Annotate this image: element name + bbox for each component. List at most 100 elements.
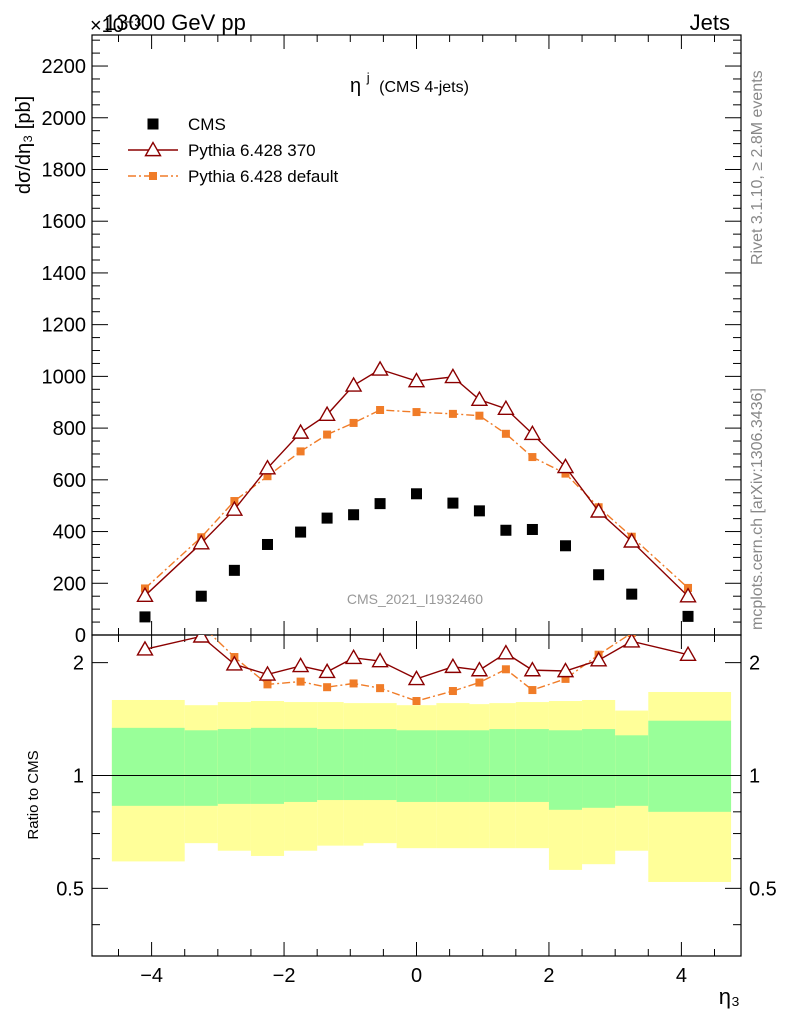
data-point (263, 680, 272, 689)
data-point (291, 423, 310, 439)
x-tick-label: −2 (273, 965, 296, 987)
data-point (141, 622, 149, 630)
x-tick-label: 0 (411, 965, 422, 987)
data-point (296, 677, 305, 686)
series-0 (139, 488, 694, 623)
y-tick-label: 1600 (42, 211, 87, 233)
band-inner-14 (582, 729, 616, 808)
data-point (475, 678, 484, 687)
y-tick-label: 400 (53, 522, 86, 544)
y-tick-label: 1000 (42, 366, 87, 388)
band-inner-9 (436, 730, 470, 802)
data-point (136, 640, 154, 656)
data-point (497, 644, 515, 660)
y-tick-label: 800 (53, 418, 86, 440)
ratio-y-tick-label: 0.5 (56, 878, 84, 900)
plot-title: η j (CMS 4-jets) (350, 65, 469, 97)
exponent-note: ×10⁻³ (90, 15, 141, 37)
y-tick-label: 0 (75, 625, 86, 647)
data-point (296, 447, 305, 456)
data-point (470, 661, 489, 677)
data-point (197, 621, 205, 629)
band-inner-12 (515, 729, 549, 802)
legend-marker (144, 141, 162, 157)
data-point (561, 674, 570, 683)
y-tick-label: 1200 (42, 315, 87, 337)
plot-title-sup: j (366, 70, 370, 85)
legend-label: CMS (188, 115, 226, 134)
band-inner-10 (469, 730, 490, 802)
data-point (195, 590, 207, 602)
data-point (376, 684, 385, 693)
legend-marker (147, 118, 159, 130)
data-point (323, 430, 332, 439)
data-point (682, 610, 694, 622)
y-tick-label: 2000 (42, 108, 87, 130)
series-line (144, 409, 689, 589)
data-point (318, 405, 336, 421)
data-point (528, 686, 537, 695)
data-point (323, 683, 332, 692)
data-point (407, 372, 426, 388)
legend-marker (149, 172, 157, 180)
data-point (407, 669, 426, 686)
main-panel: 0 200 400 600 800 1000 1200 1400 1600 1800 2000 220… (42, 34, 742, 647)
data-point (626, 588, 638, 600)
band-inner-3 (250, 727, 285, 804)
data-point (412, 697, 421, 706)
y-tick-label: 200 (53, 573, 86, 595)
data-point (501, 429, 510, 438)
legend: CMS Pythia 6.428 370 Pythia 6.428 default (128, 115, 339, 186)
data-point (470, 390, 489, 406)
data-point (344, 376, 363, 392)
data-point (679, 587, 697, 603)
y-tick-label: 600 (53, 470, 86, 492)
data-point (589, 651, 608, 667)
data-point (475, 411, 484, 420)
data-point (136, 586, 154, 603)
plot-title-rest: (CMS 4-jets) (379, 79, 469, 96)
series-line (144, 368, 689, 597)
data-point (679, 645, 697, 662)
legend-label: Pythia 6.428 default (188, 167, 339, 186)
data-point (225, 655, 244, 671)
analysis-id: CMS_2021_I1932460 (347, 591, 483, 607)
data-point (258, 665, 277, 681)
data-point (448, 687, 457, 696)
data-point (374, 498, 386, 510)
data-point (448, 409, 457, 418)
data-point (139, 611, 151, 623)
data-point (192, 635, 210, 643)
data-point (291, 657, 310, 673)
band-inner-8 (396, 730, 437, 802)
data-point (344, 648, 363, 665)
uncertainty-bands (111, 691, 732, 882)
data-point (623, 532, 641, 548)
band-inner-13 (548, 730, 583, 810)
data-point (228, 564, 240, 576)
data-point (349, 418, 358, 427)
ratio-y-tick-label: 1 (73, 765, 84, 787)
data-point (349, 679, 358, 688)
data-point (623, 635, 641, 648)
data-point (321, 512, 333, 524)
ratio-y-tick-label-right: 2 (749, 653, 760, 675)
data-point (501, 665, 510, 674)
data-point (371, 360, 389, 376)
data-point (295, 526, 307, 538)
data-point (523, 424, 542, 441)
data-point (371, 652, 389, 668)
series-4 (136, 635, 697, 686)
band-inner-6 (343, 729, 364, 801)
band-inner-11 (489, 729, 516, 802)
data-point (556, 662, 575, 678)
y-tick-label: 1400 (42, 263, 87, 285)
data-point (411, 488, 422, 500)
ratio-y-axis-label: Ratio to CMS (25, 750, 42, 839)
x-tick-label: −4 (140, 965, 163, 987)
data-point (225, 500, 244, 516)
main-y-axis-label: dσ/dη₃ [pb] (13, 96, 35, 194)
data-point (561, 469, 570, 478)
band-inner-15 (615, 735, 649, 806)
